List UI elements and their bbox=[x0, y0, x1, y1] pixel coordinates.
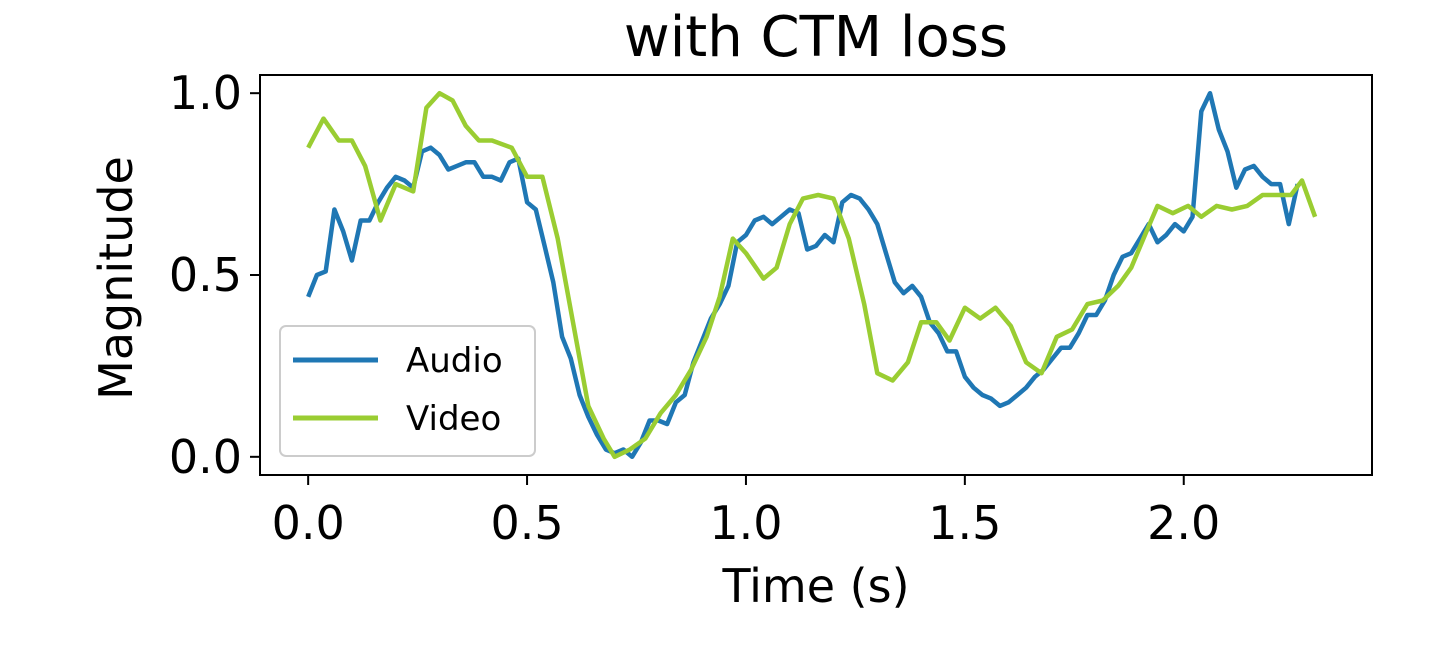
x-tick-label: 1.0 bbox=[709, 496, 782, 550]
y-axis-label: Magnitude bbox=[89, 156, 143, 400]
legend: Audio Video bbox=[279, 325, 536, 457]
y-tick-label: 0.0 bbox=[169, 430, 242, 484]
legend-label-video: Video bbox=[406, 399, 501, 439]
x-tick-label: 0.0 bbox=[272, 496, 345, 550]
series-line-video bbox=[306, 90, 1318, 460]
x-tick-label: 1.5 bbox=[928, 496, 1001, 550]
y-tick-label: 1.0 bbox=[169, 66, 242, 120]
legend-label-audio: Audio bbox=[406, 341, 503, 381]
y-axis-ticks: 0.0 0.5 1.0 bbox=[169, 66, 260, 484]
x-tick-label: 2.0 bbox=[1147, 496, 1220, 550]
x-axis-ticks: 0.0 0.5 1.0 1.5 2.0 bbox=[272, 475, 1220, 550]
series-line-audio bbox=[306, 90, 1300, 460]
x-axis-label: Time (s) bbox=[721, 559, 909, 613]
plot-lines bbox=[306, 90, 1318, 460]
x-tick-label: 0.5 bbox=[490, 496, 563, 550]
y-tick-label: 0.5 bbox=[169, 248, 242, 302]
chart-title: with CTM loss bbox=[624, 5, 1008, 70]
